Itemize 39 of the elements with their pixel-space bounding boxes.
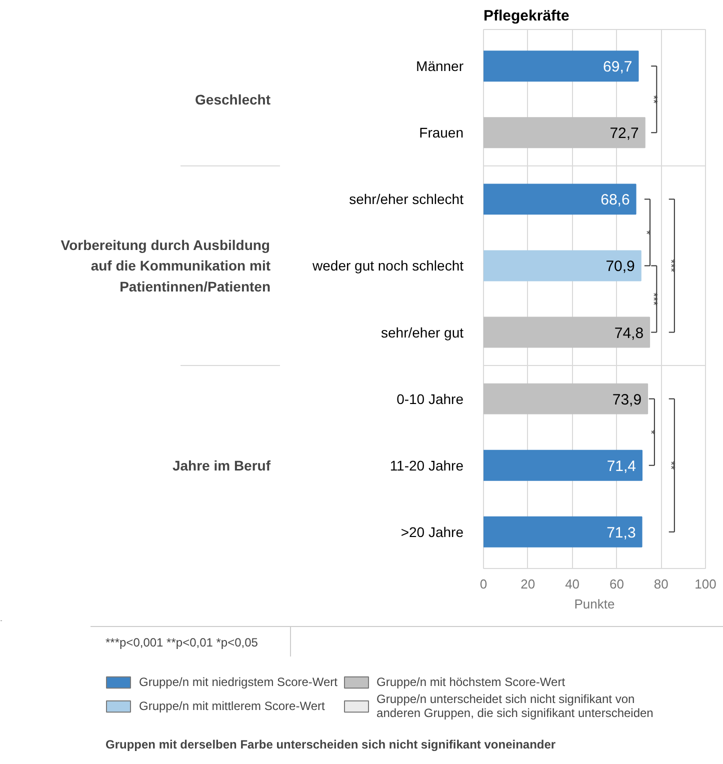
y-tick-label: >20 Jahre: [400, 524, 464, 540]
x-tick-label: 40: [565, 576, 580, 592]
data-label: 71,3: [606, 524, 636, 542]
y-tick-label: weder gut noch schlecht: [312, 258, 464, 274]
legend-label: Gruppe/n mit niedrigstem Score-Wert: [139, 675, 338, 689]
y-tick-label: Männer: [416, 58, 464, 74]
y-tick-label: sehr/eher schlecht: [349, 191, 464, 208]
y-tick-label: 0-10 Jahre: [396, 390, 464, 407]
annotation: **: [646, 95, 659, 104]
annotation: *: [640, 230, 652, 236]
data-label: 73,9: [612, 391, 642, 408]
y-tick-label: 11-20 Jahre: [390, 457, 464, 474]
chart-title: Pflegekräfte: [484, 8, 570, 24]
legend-label: Gruppe/n mit höchstem Score-Wert: [376, 675, 566, 689]
legend-label: Gruppe/n mit mittlerem Score-Wert: [139, 699, 325, 713]
annotation: **: [664, 461, 677, 470]
x-tick-label: 20: [520, 576, 536, 592]
x-tick-label: 60: [609, 576, 624, 592]
text: Geschlecht: [195, 91, 271, 108]
y-tick-label: Frauen: [419, 124, 464, 141]
text: Vorbereitung durch Ausbildung auf die Kommunikation mit Patientinnen/Patienten: [60, 236, 271, 295]
x-tick-label: 100: [694, 576, 716, 592]
data-label: 70,9: [606, 258, 635, 276]
data-label: 71,4: [606, 458, 636, 475]
data-label: 72,7: [610, 125, 639, 142]
data-label: 69,7: [603, 58, 632, 76]
data-label: 74,8: [614, 324, 644, 342]
x-tick-label: 80: [654, 576, 668, 592]
x-tick-label: 0: [480, 576, 488, 592]
y-tick-label: sehr/eher gut: [381, 324, 464, 340]
text: ***p<0,001 **p<0,01 *p<0,05: [106, 636, 258, 650]
text: Jahre im Beruf: [172, 457, 271, 474]
text: Gruppen mit derselben Farbe unterscheiden sich nicht signifikant voneinander: [106, 738, 556, 752]
annotation: ***: [664, 259, 677, 273]
annotation: *: [644, 430, 657, 435]
legend-label: Gruppe/n unterscheidet sich nicht signifikant von anderen Gruppen, die sich signifikant unterscheiden: [376, 692, 654, 720]
data-label: 68,6: [600, 192, 630, 209]
x-axis-title: Punkte: [574, 596, 615, 612]
annotation: ***: [646, 292, 659, 306]
